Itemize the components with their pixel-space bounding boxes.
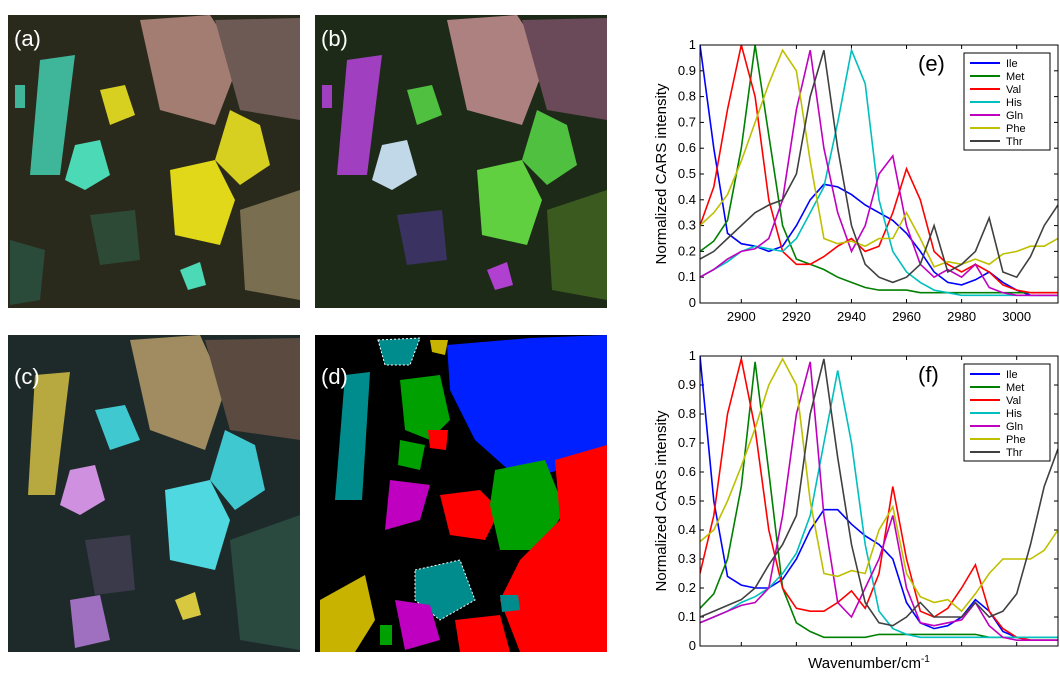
y-tick-label: 0.3 xyxy=(678,551,696,566)
y-tick-label: 0.8 xyxy=(678,406,696,421)
y-tick-label: 0.7 xyxy=(678,114,696,129)
y-tick-label: 0.5 xyxy=(678,166,696,181)
figure: (a) (b) (c) (d) 0 0.1 0.2 0.3 0.4 0.5 0.6 0.7 0.… xyxy=(0,0,1060,672)
segmentation-map-d xyxy=(315,335,607,652)
y-tick-label: 0.4 xyxy=(678,522,696,537)
micrograph-a xyxy=(8,15,300,308)
legend-label: Phe xyxy=(1006,434,1026,446)
panel-label: (e) xyxy=(918,51,945,76)
x-axis-label: Wavenumber/cm-1 xyxy=(808,654,930,672)
panel-label: (b) xyxy=(321,26,348,51)
y-tick-label: 0.2 xyxy=(678,580,696,595)
y-axis-label: Normalized CARS intensity xyxy=(653,410,670,591)
panel-label: (d) xyxy=(321,364,348,389)
legend-label: Ile xyxy=(1006,369,1018,381)
x-tick-label: 2980 xyxy=(947,309,976,324)
y-tick-label: 0 xyxy=(689,638,696,653)
legend-label: Val xyxy=(1006,395,1021,407)
legend-label: His xyxy=(1006,97,1022,109)
legend-label: Thr xyxy=(1006,447,1023,459)
legend-label: Gln xyxy=(1006,110,1023,122)
y-tick-label: 0.6 xyxy=(678,140,696,155)
x-axis-label-text: Wavenumber/cm xyxy=(808,655,921,672)
legend-label: Met xyxy=(1006,71,1024,83)
y-tick-label: 0.1 xyxy=(678,269,696,284)
panel-label: (f) xyxy=(918,362,939,387)
y-tick-label: 0.2 xyxy=(678,243,696,258)
y-tick-label: 0.4 xyxy=(678,192,696,207)
legend-label: Phe xyxy=(1006,123,1026,135)
y-tick-label: 1 xyxy=(689,37,696,52)
panel-label: (c) xyxy=(14,364,40,389)
y-tick-label: 0.1 xyxy=(678,609,696,624)
x-tick-label: 3000 xyxy=(1002,309,1031,324)
y-tick-label: 0.6 xyxy=(678,464,696,479)
x-axis-label-sup: -1 xyxy=(921,654,930,665)
x-tick-label: 2960 xyxy=(892,309,921,324)
y-tick-label: 0.9 xyxy=(678,377,696,392)
legend-label: Ile xyxy=(1006,58,1018,70)
x-tick-label: 2900 xyxy=(727,309,756,324)
legend-label: His xyxy=(1006,408,1022,420)
panel-label: (a) xyxy=(14,26,41,51)
y-tick-label: 0.8 xyxy=(678,89,696,104)
y-axis-label: Normalized CARS intensity xyxy=(653,83,670,264)
legend-label: Met xyxy=(1006,382,1024,394)
legend-label: Gln xyxy=(1006,421,1023,433)
y-tick-label: 0 xyxy=(689,295,696,310)
legend-label: Val xyxy=(1006,84,1021,96)
x-tick-label: 2920 xyxy=(782,309,811,324)
y-tick-label: 0.9 xyxy=(678,63,696,78)
x-tick-label: 2940 xyxy=(837,309,866,324)
y-tick-label: 0.5 xyxy=(678,493,696,508)
y-tick-label: 1 xyxy=(689,348,696,363)
micrograph-b xyxy=(315,15,607,308)
micrograph-c xyxy=(8,335,300,652)
legend-label: Thr xyxy=(1006,136,1023,148)
y-tick-label: 0.7 xyxy=(678,435,696,450)
y-tick-label: 0.3 xyxy=(678,218,696,233)
